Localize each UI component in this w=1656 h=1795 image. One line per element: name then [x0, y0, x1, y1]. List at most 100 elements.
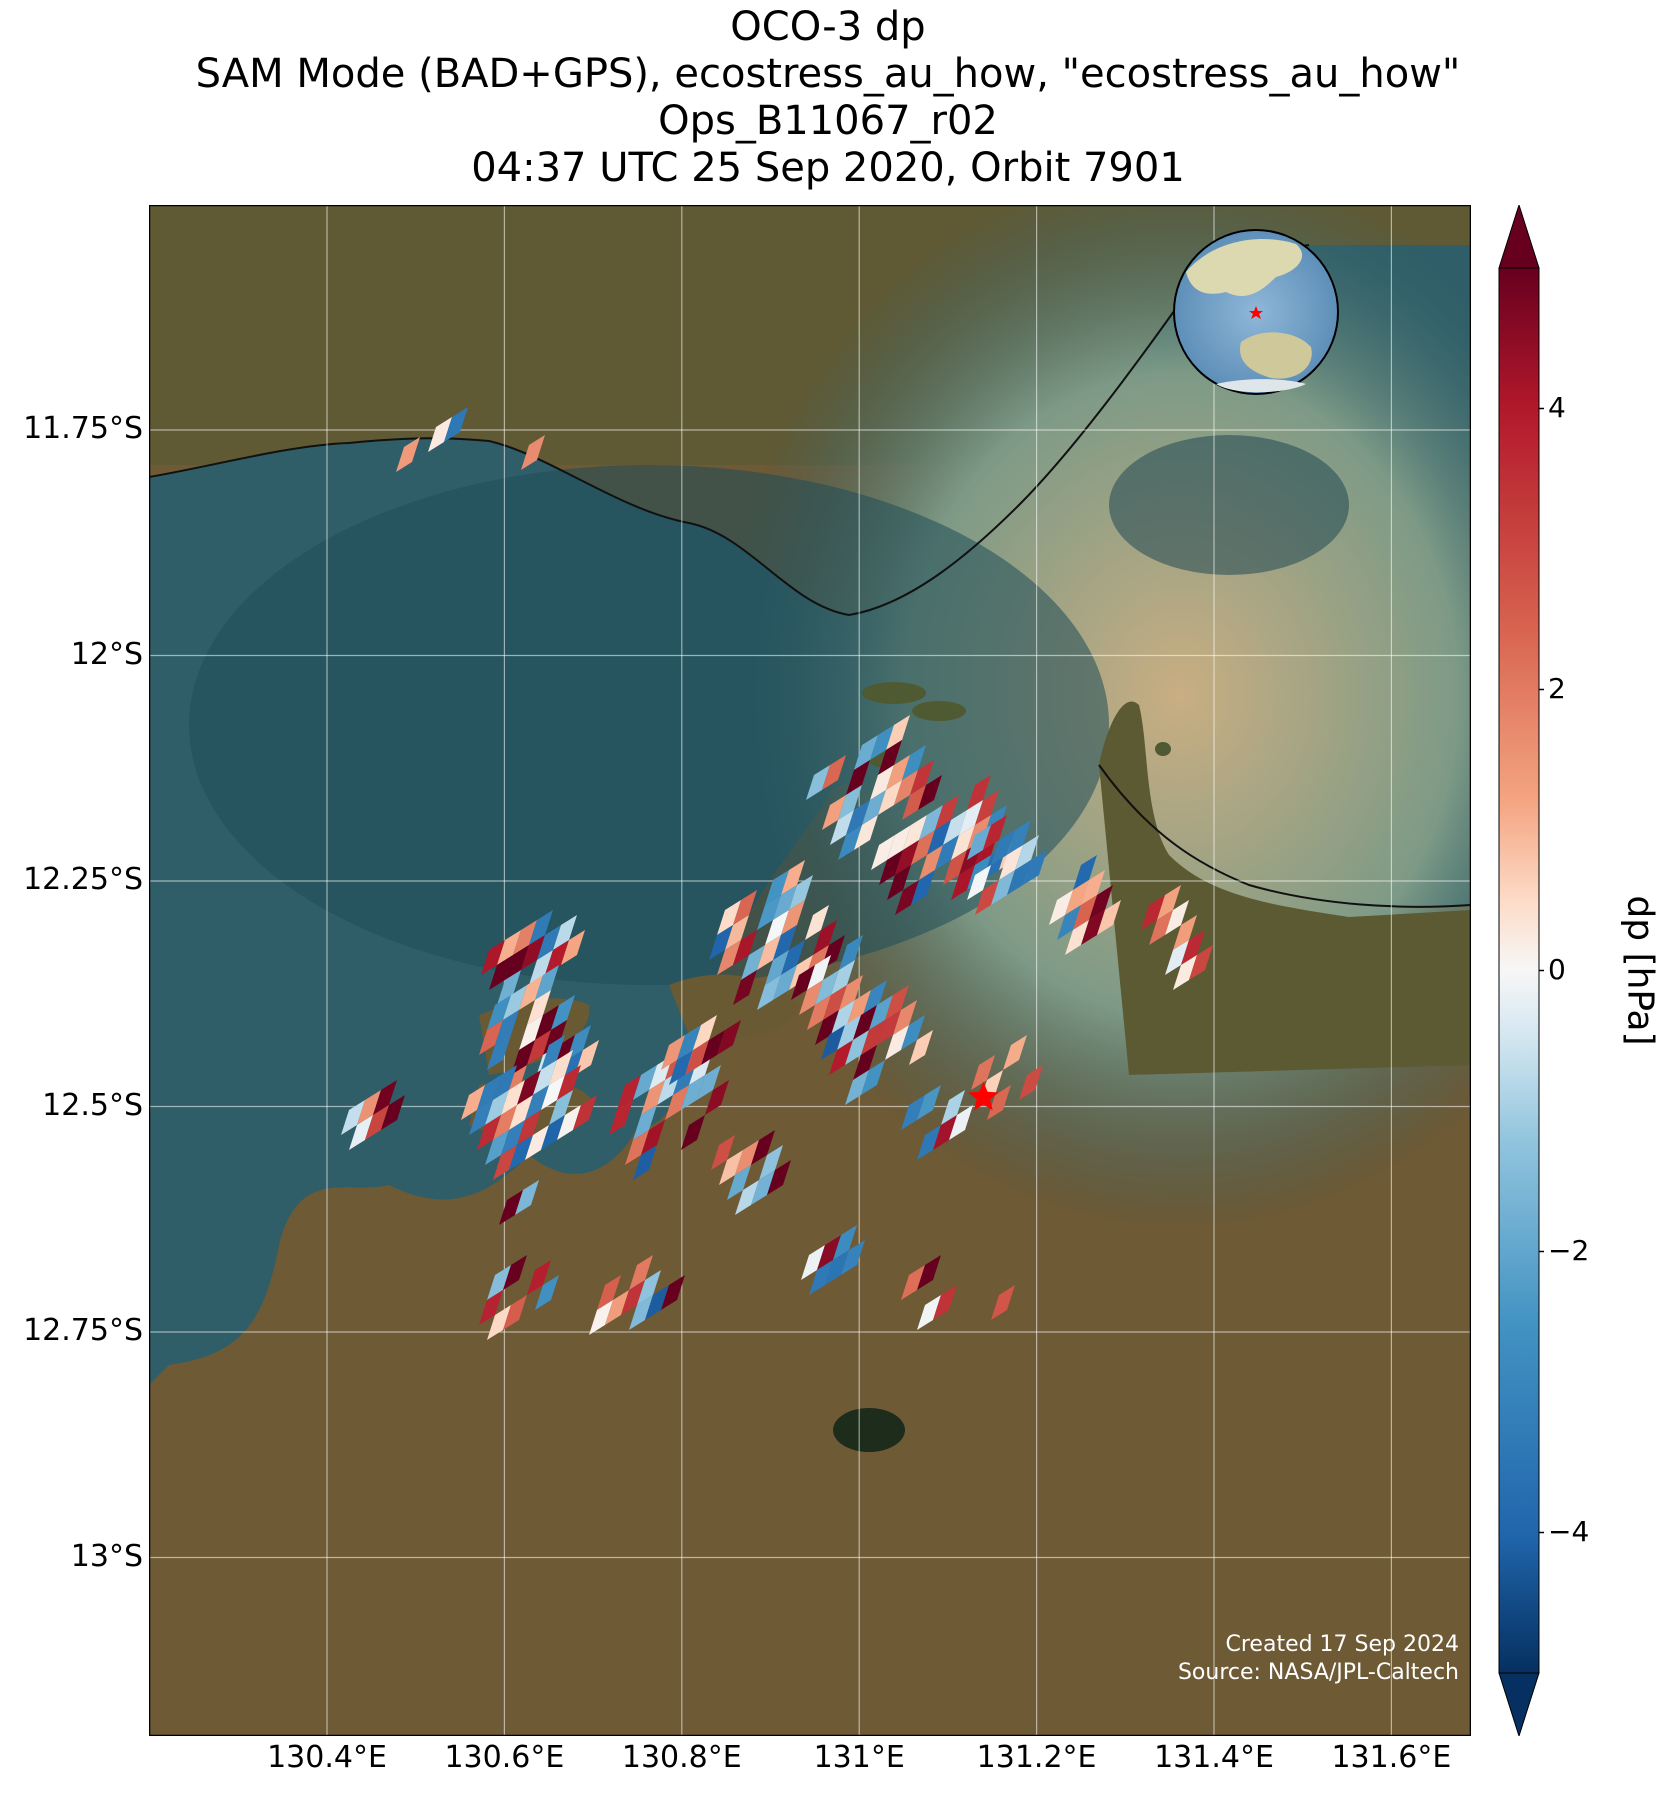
- sounding-footprint: [641, 1120, 665, 1155]
- sounding-footprint: [553, 915, 577, 950]
- sounding-footprint: [894, 770, 918, 805]
- sounding-footprint: [1173, 915, 1197, 950]
- lat-tick-label: 13°S: [70, 1538, 143, 1574]
- sounding-footprint: [877, 1010, 901, 1045]
- sounding-footprint: [503, 985, 527, 1020]
- sounding-footprint: [870, 725, 894, 760]
- sounding-footprint: [1003, 1035, 1027, 1070]
- sounding-footprint: [902, 785, 926, 820]
- sounding-footprint: [349, 1115, 373, 1150]
- sounding-footprint: [791, 965, 815, 1000]
- sounding-footprint: [535, 1275, 559, 1310]
- sounding-footprint: [479, 1020, 503, 1055]
- sounding-footprint: [545, 940, 569, 975]
- sounding-footprint: [549, 1050, 573, 1085]
- sounding-footprint: [830, 810, 854, 845]
- sounding-footprint: [495, 1010, 519, 1045]
- peninsula: [1099, 701, 1471, 1075]
- title-line-4: 04:37 UTC 25 Sep 2020, Orbit 7901: [471, 145, 1185, 191]
- sounding-footprint: [541, 1075, 565, 1110]
- sounding-footprint: [551, 995, 575, 1030]
- title-line-2: SAM Mode (BAD+GPS), ecostress_au_how, "e…: [195, 51, 1461, 97]
- sounding-footprint: [621, 1280, 645, 1315]
- sounding-footprint: [971, 1055, 995, 1090]
- sounding-footprints: [341, 407, 1213, 1340]
- sounding-footprint: [919, 845, 943, 880]
- sounding-footprint: [341, 1100, 365, 1135]
- sounding-footprint: [909, 1030, 933, 1065]
- sounding-footprint: [837, 1015, 861, 1050]
- sounding-footprint: [887, 865, 911, 900]
- sounding-footprint: [801, 1245, 825, 1280]
- sounding-footprint: [469, 1100, 493, 1135]
- sounding-footprint: [833, 1225, 857, 1260]
- island: [1155, 742, 1171, 756]
- sounding-footprint: [661, 1275, 685, 1310]
- sounding-footprint: [823, 985, 847, 1020]
- sounding-footprint: [781, 860, 805, 895]
- sounding-footprint: [999, 845, 1023, 880]
- sounding-footprint: [789, 955, 813, 990]
- sounding-footprint: [1073, 855, 1097, 890]
- colorbar-lower-extend: [1498, 1672, 1540, 1736]
- sounding-footprint: [1165, 900, 1189, 935]
- sounding-footprint: [549, 1090, 573, 1125]
- sounding-footprint: [589, 1300, 613, 1335]
- sounding-footprint: [529, 950, 553, 985]
- sounding-footprint: [885, 1025, 909, 1060]
- figure-title: OCO-3 dp SAM Mode (BAD+GPS), ecostress_a…: [0, 4, 1656, 192]
- sounding-footprint: [901, 1015, 925, 1050]
- sounding-footprint: [1181, 930, 1205, 965]
- sounding-footprint: [487, 1265, 511, 1300]
- sounding-footprint: [497, 970, 521, 1005]
- sounding-footprint: [428, 417, 452, 452]
- sounding-footprint: [765, 870, 789, 905]
- lon-tick-label: 131.2°E: [976, 1740, 1097, 1775]
- sounding-footprint: [533, 1060, 557, 1095]
- sounding-footprint: [767, 1160, 791, 1195]
- sounding-footprint: [705, 1080, 729, 1115]
- sounding-footprint: [918, 775, 942, 810]
- sounding-footprint: [527, 1030, 551, 1065]
- sounding-footprint: [515, 1180, 539, 1215]
- sounding-footprint: [991, 830, 1015, 865]
- sounding-footprint: [493, 1105, 517, 1140]
- sounding-footprint: [975, 790, 999, 825]
- sounding-footprint: [917, 1085, 941, 1120]
- sounding-footprint: [1007, 820, 1031, 855]
- sounding-footprint: [487, 995, 511, 1030]
- sounding-footprint: [917, 1125, 941, 1160]
- sounding-footprint: [943, 810, 967, 845]
- sounding-footprint: [499, 1190, 523, 1225]
- sounding-footprint: [861, 1020, 885, 1055]
- sounding-footprint: [853, 1005, 877, 1040]
- sounding-footprint: [509, 1095, 533, 1130]
- sounding-footprint: [641, 1080, 665, 1115]
- sounding-footprint: [505, 945, 529, 980]
- sounding-footprint: [765, 950, 789, 985]
- sounding-footprint: [701, 1030, 725, 1065]
- sounding-footprint: [846, 760, 870, 795]
- sounding-footprint: [637, 1270, 661, 1305]
- sounding-footprint: [845, 1070, 869, 1105]
- sounding-footprint: [815, 1010, 839, 1045]
- sounding-footprint: [1065, 880, 1089, 915]
- inset-globe: [1173, 229, 1339, 395]
- sounding-footprint: [719, 1150, 743, 1185]
- sounding-footprint: [487, 1035, 511, 1070]
- colorbar-tick-label: −2: [1548, 1233, 1590, 1267]
- sounding-footprint: [633, 1105, 657, 1140]
- sounding-footprint: [831, 960, 855, 995]
- sounding-footprint: [870, 765, 894, 800]
- sounding-footprint: [831, 1000, 855, 1035]
- sounding-footprint: [919, 805, 943, 840]
- sounding-footprint: [633, 1065, 657, 1100]
- sounding-footprint: [1065, 920, 1089, 955]
- sounding-footprint: [959, 800, 983, 835]
- sounding-footprint: [901, 1095, 925, 1130]
- sounding-footprint: [838, 825, 862, 860]
- target-star-icon: [968, 1081, 999, 1111]
- sounding-footprint: [825, 1250, 849, 1285]
- lon-tick-label: 131°E: [813, 1740, 905, 1775]
- sounding-footprint: [838, 785, 862, 820]
